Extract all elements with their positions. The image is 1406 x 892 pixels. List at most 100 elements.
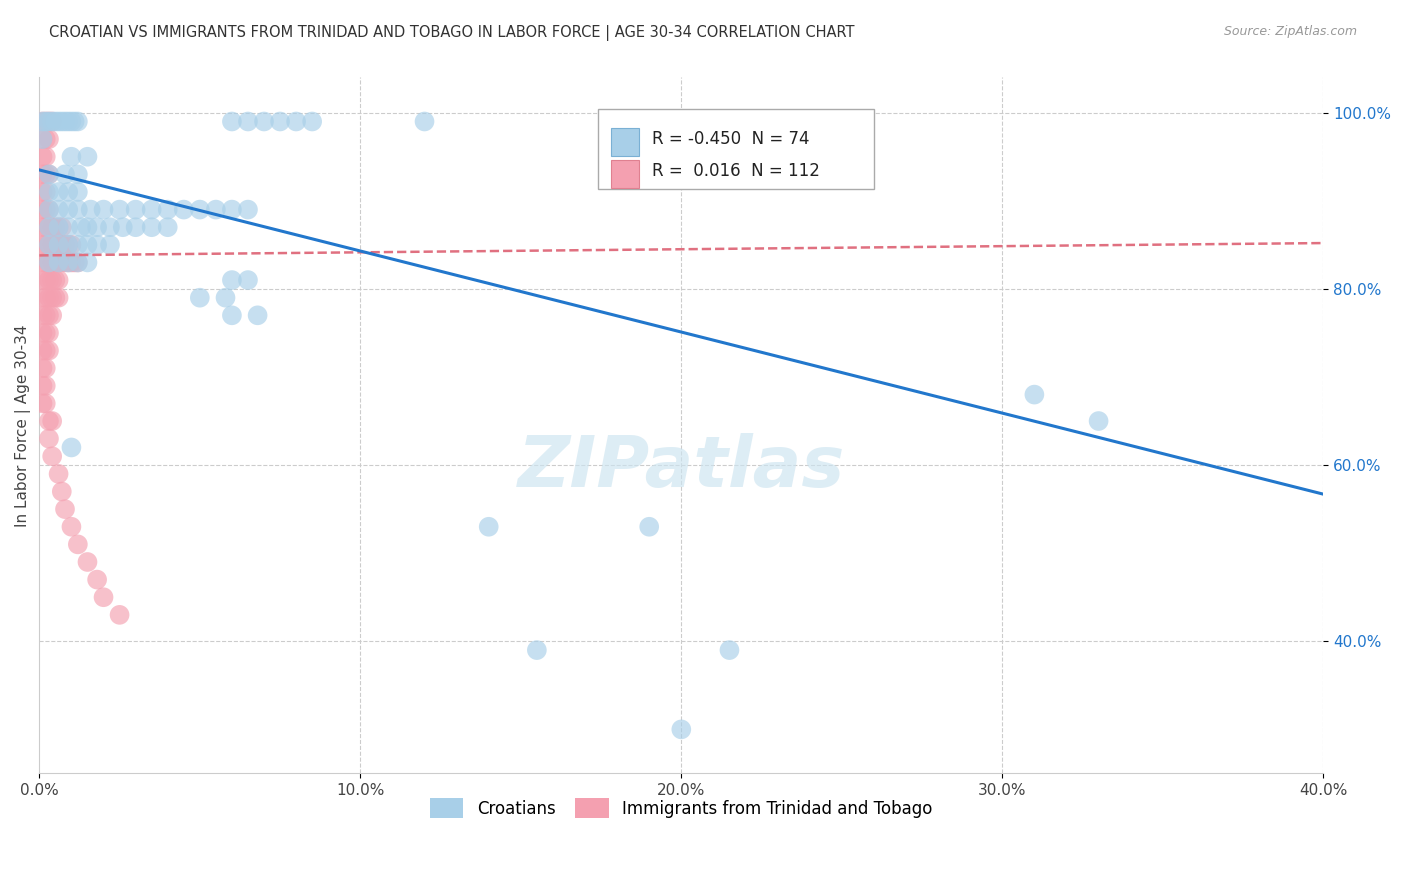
Point (156, 202, 179, 217)
FancyBboxPatch shape (598, 109, 875, 189)
Point (41, 114, 63, 128)
Point (76, 150, 98, 164)
Point (31, 237, 53, 252)
Point (38, 291, 60, 305)
Point (31, 220, 53, 235)
Point (111, 220, 134, 235)
Point (156, 220, 179, 235)
Point (44, 220, 66, 235)
Point (53, 167, 76, 181)
Point (48, 255, 70, 269)
Point (188, 202, 211, 217)
Point (31, 185, 53, 199)
Legend: Croatians, Immigrants from Trinidad and Tobago: Croatians, Immigrants from Trinidad and … (423, 792, 939, 824)
Point (246, 308, 269, 322)
Point (38, 114, 60, 128)
Point (31, 361, 53, 376)
Point (38, 308, 60, 322)
Point (31, 255, 53, 269)
Point (93, 591, 115, 605)
Point (41, 114, 63, 128)
Point (48, 467, 70, 481)
Point (253, 114, 276, 128)
Point (173, 202, 195, 217)
Point (236, 202, 259, 217)
Point (51, 220, 73, 235)
Point (66, 202, 89, 217)
Point (108, 607, 131, 622)
Point (221, 308, 243, 322)
Point (66, 537, 89, 551)
Point (35, 291, 58, 305)
Point (35, 308, 58, 322)
Text: R =  0.016  N = 112: R = 0.016 N = 112 (652, 162, 820, 180)
Point (38, 343, 60, 358)
Point (58, 185, 80, 199)
Point (51, 114, 73, 128)
Point (221, 273, 243, 287)
Point (38, 220, 60, 235)
Point (63, 114, 86, 128)
Point (236, 114, 259, 128)
Point (58, 255, 80, 269)
Point (31, 291, 53, 305)
Point (108, 202, 131, 217)
Point (41, 255, 63, 269)
Point (1087, 414, 1109, 428)
Point (53, 237, 76, 252)
Point (141, 202, 163, 217)
Point (35, 132, 58, 146)
Point (51, 255, 73, 269)
Point (48, 273, 70, 287)
Point (60, 114, 83, 128)
Point (66, 185, 89, 199)
Point (35, 150, 58, 164)
Point (301, 114, 323, 128)
Point (35, 114, 58, 128)
Point (526, 643, 548, 657)
Point (35, 396, 58, 410)
Point (86, 220, 108, 235)
Point (53, 502, 76, 516)
Point (58, 202, 80, 217)
Point (671, 723, 693, 737)
Point (31, 326, 53, 340)
Point (31, 150, 53, 164)
Point (58, 255, 80, 269)
Point (38, 273, 60, 287)
Point (48, 220, 70, 235)
Point (48, 220, 70, 235)
Point (60, 520, 83, 534)
Point (31, 114, 53, 128)
Point (35, 361, 58, 376)
Point (38, 237, 60, 252)
Point (60, 441, 83, 455)
Point (60, 255, 83, 269)
Point (285, 114, 308, 128)
Point (35, 114, 58, 128)
Point (53, 255, 76, 269)
Point (38, 202, 60, 217)
Point (35, 379, 58, 393)
Point (41, 308, 63, 322)
Point (31, 396, 53, 410)
Point (38, 326, 60, 340)
Point (66, 167, 89, 181)
Point (221, 114, 243, 128)
Text: R = -0.450  N = 74: R = -0.450 N = 74 (652, 130, 810, 148)
Point (80, 202, 103, 217)
Point (38, 255, 60, 269)
Point (48, 114, 70, 128)
Point (31, 273, 53, 287)
Point (48, 255, 70, 269)
Point (86, 237, 108, 252)
Point (41, 291, 63, 305)
Point (58, 237, 80, 252)
Point (44, 255, 66, 269)
Point (38, 255, 60, 269)
Point (31, 343, 53, 358)
Point (638, 520, 661, 534)
Point (35, 326, 58, 340)
Text: Source: ZipAtlas.com: Source: ZipAtlas.com (1223, 25, 1357, 38)
Point (66, 237, 89, 252)
